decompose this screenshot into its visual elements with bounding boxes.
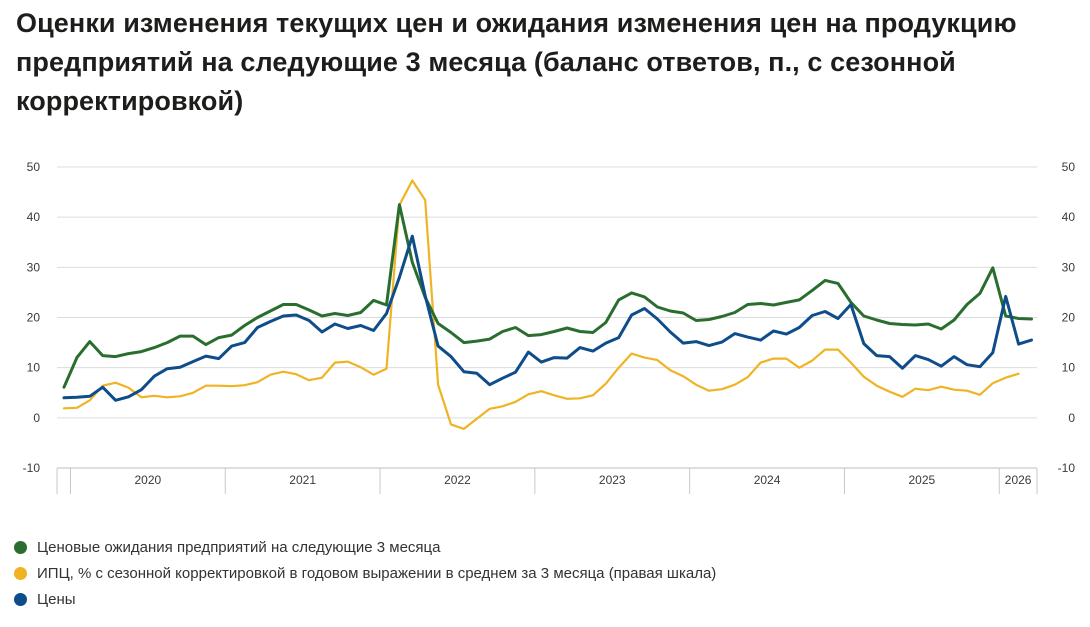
series-line-prices <box>62 234 1033 402</box>
legend-marker-prices <box>14 592 27 606</box>
y-tick-right-50: 50 <box>1062 160 1076 174</box>
y-tick-left-20: 20 <box>27 311 41 325</box>
series-line-cpi <box>62 179 1020 430</box>
series-lines <box>62 179 1033 430</box>
y-tick-left-0: 0 <box>33 411 40 425</box>
y-tick-left-50: 50 <box>27 160 41 174</box>
legend-label-expectations: Ценовые ожидания предприятий на следующи… <box>37 538 441 556</box>
y-tick-right-0: 0 <box>1068 411 1075 425</box>
x-year-label-2020: 2020 <box>134 473 161 487</box>
legend-item-expectations: Ценовые ожидания предприятий на следующи… <box>14 534 716 560</box>
x-year-label-2025: 2025 <box>908 473 935 487</box>
y-tick-right-10: 10 <box>1062 361 1076 375</box>
y-tick-left-10: 10 <box>27 361 41 375</box>
legend-label-prices: Цены <box>37 590 76 608</box>
x-year-label-2023: 2023 <box>599 473 626 487</box>
chart-title: Оценки изменения текущих цен и ожидания … <box>16 8 1017 116</box>
x-year-label-2026: 2026 <box>1005 473 1032 487</box>
y-tick-left-30: 30 <box>27 260 41 274</box>
series-line-expectations <box>62 203 1033 389</box>
legend: Ценовые ожидания предприятий на следующи… <box>14 534 716 612</box>
y-tick-right--10: -10 <box>1058 461 1076 475</box>
x-year-label-2022: 2022 <box>444 473 471 487</box>
y-tick-left-40: 40 <box>27 210 41 224</box>
y-tick-right-40: 40 <box>1062 210 1076 224</box>
y-tick-left--10: -10 <box>23 461 41 475</box>
legend-item-prices: Цены <box>14 586 716 612</box>
y-tick-right-20: 20 <box>1062 311 1076 325</box>
x-year-label-2021: 2021 <box>289 473 316 487</box>
y-axis-left: -10 0 10 20 30 40 50 <box>23 160 41 475</box>
legend-marker-cpi <box>14 566 27 580</box>
y-tick-right-30: 30 <box>1062 260 1076 274</box>
x-axis: 2020 2021 2022 2023 2024 2025 2026 <box>56 467 1038 494</box>
legend-marker-expectations <box>14 540 27 554</box>
legend-item-cpi: ИПЦ, % с сезонной корректировкой в годов… <box>14 560 716 586</box>
legend-label-cpi: ИПЦ, % с сезонной корректировкой в годов… <box>37 564 717 582</box>
y-axis-right: -10 0 10 20 30 40 50 <box>1058 160 1076 475</box>
gridlines <box>57 166 1037 469</box>
x-year-label-2024: 2024 <box>754 473 781 487</box>
